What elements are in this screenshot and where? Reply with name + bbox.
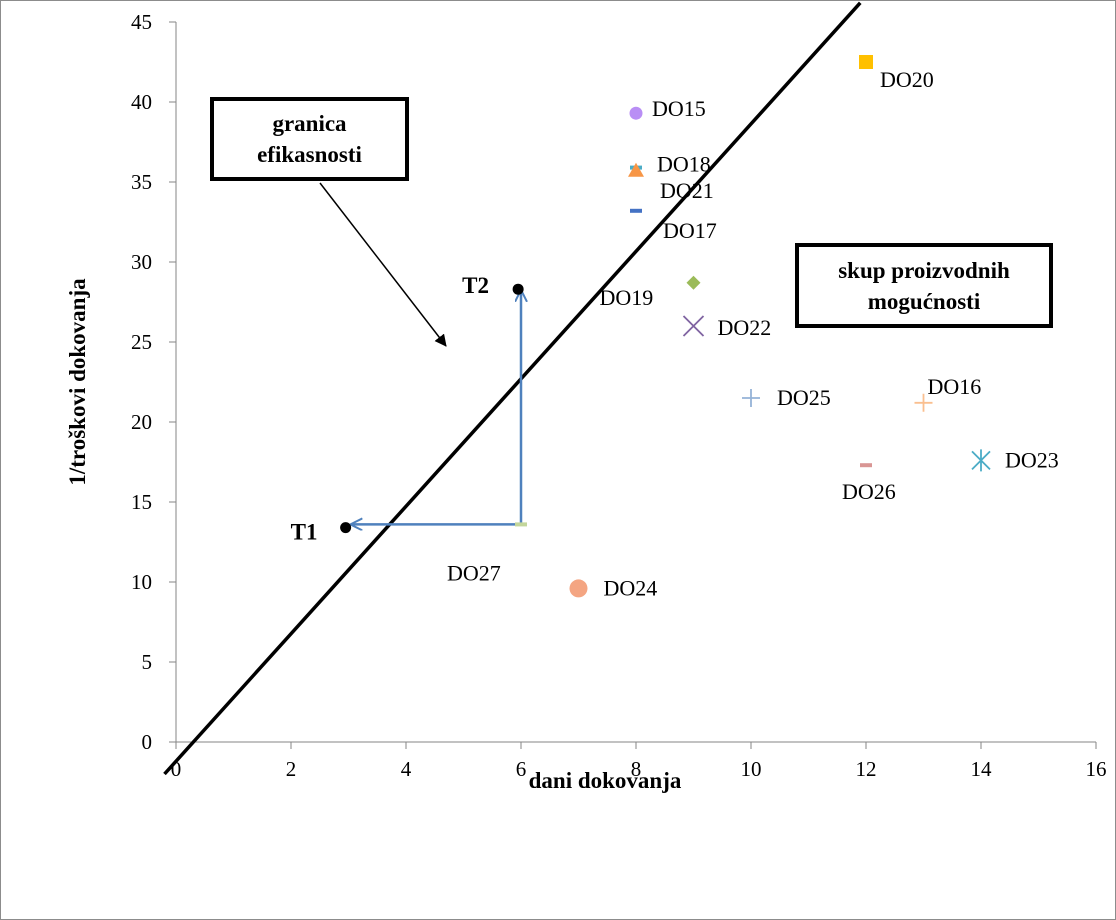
ppf-annotation-box: skup proizvodnih mogućnosti (795, 243, 1053, 328)
frontier-point-t2 (512, 283, 524, 295)
ppf-annotation-line-2: mogućnosti (867, 288, 981, 314)
y-tick-label: 10 (131, 570, 152, 594)
point-do19 (686, 275, 701, 290)
x-tick-label: 0 (171, 757, 182, 781)
point-do22 (682, 315, 705, 337)
x-tick-label: 2 (286, 757, 297, 781)
x-tick-label: 10 (741, 757, 762, 781)
point-label: DO24 (604, 575, 658, 600)
point-label: DO23 (1005, 447, 1059, 472)
point-label: DO18 (657, 152, 711, 177)
annotation-pointer-arrow (319, 182, 447, 347)
point-do23 (971, 449, 991, 472)
y-tick-label: 5 (142, 650, 153, 674)
point-do21 (628, 162, 644, 177)
y-tick-label: 0 (142, 730, 153, 754)
point-label: DO16 (928, 374, 982, 399)
y-tick-label: 30 (131, 250, 152, 274)
y-tick-label: 35 (131, 170, 152, 194)
point-label: DO17 (663, 218, 717, 243)
ppf-annotation-line-1: skup proizvodnih (838, 257, 1010, 283)
x-tick-label: 6 (516, 757, 527, 781)
x-axis-title: dani dokovanja (529, 768, 682, 793)
point-label: DO25 (777, 385, 831, 410)
arrows-layer (351, 291, 521, 525)
points-layer (340, 55, 991, 598)
point-do16 (914, 393, 933, 412)
frontier-point-t1 (340, 522, 352, 534)
x-tick-label: 16 (1086, 757, 1107, 781)
point-do25 (742, 389, 760, 407)
x-tick-label: 8 (631, 757, 642, 781)
point-label: DO27 (447, 560, 501, 585)
point-do20 (859, 55, 873, 69)
frontier-point-label: T2 (462, 273, 489, 298)
point-do17 (630, 208, 642, 213)
point-label: DO26 (842, 479, 896, 504)
y-tick-label: 45 (131, 10, 152, 34)
frontier-annotation-box: granica efikasnosti (210, 97, 409, 181)
point-label: DO19 (600, 285, 654, 310)
point-label: DO22 (718, 315, 772, 340)
point-label: DO15 (652, 96, 706, 121)
y-tick-label: 15 (131, 490, 152, 514)
frontier-point-label: T1 (291, 520, 318, 545)
efficiency-frontier-line (163, 1, 862, 776)
y-axis-title: 1/troškovi dokovanja (65, 278, 90, 486)
point-do15 (629, 106, 643, 120)
frontier-annotation-line-2: efikasnosti (257, 142, 362, 167)
x-tick-label: 12 (856, 757, 877, 781)
x-tick-label: 14 (971, 757, 993, 781)
point-do26 (860, 463, 872, 468)
point-label: DO21 (660, 178, 714, 203)
y-tick-label: 20 (131, 410, 152, 434)
y-tick-label: 40 (131, 90, 152, 114)
point-do27 (515, 522, 527, 527)
point-do24 (569, 579, 588, 598)
axes: 0 2 4 6 8 10 12 14 16 0 5 10 15 20 25 30 35 40 45 (131, 10, 1107, 781)
frontier-layer (163, 1, 862, 776)
x-tick-label: 4 (401, 757, 412, 781)
point-label: DO20 (880, 67, 934, 92)
y-tick-label: 25 (131, 330, 152, 354)
frontier-annotation-line-1: granica (272, 111, 347, 136)
